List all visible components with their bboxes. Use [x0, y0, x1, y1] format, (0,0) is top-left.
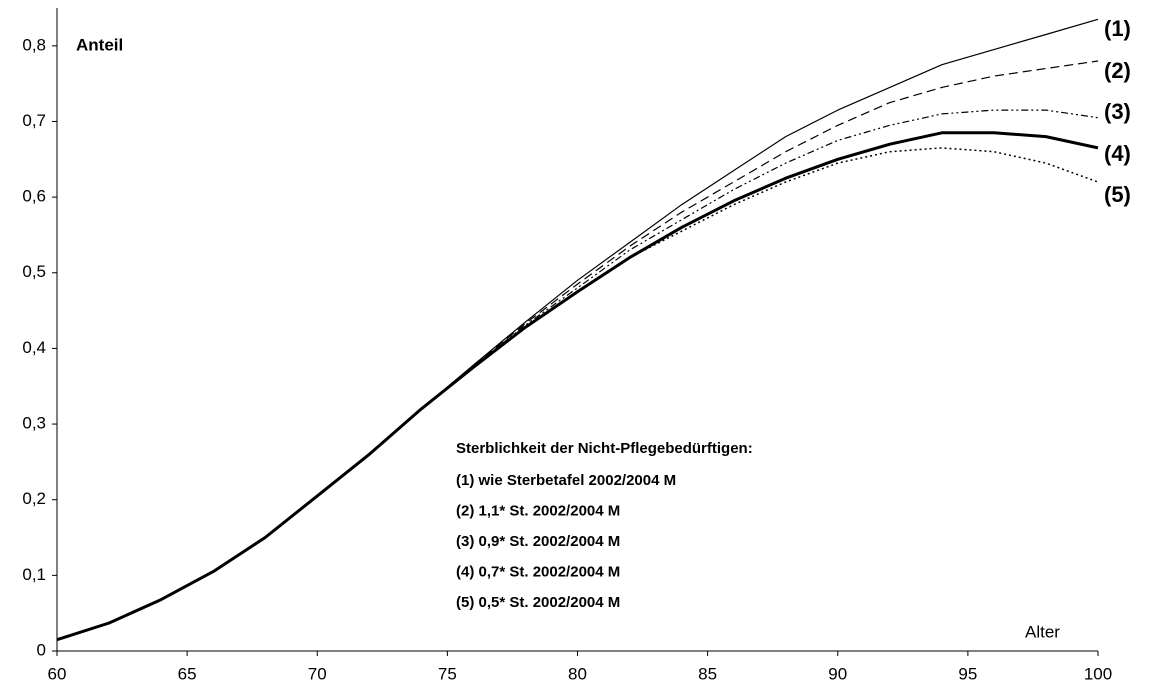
legend-title: Sterblichkeit der Nicht-Pflegebedürftige…	[456, 440, 753, 457]
series-label: (3)	[1104, 99, 1131, 124]
series-line	[56, 147, 1099, 641]
legend-entry: (4) 0,7* St. 2002/2004 M	[456, 563, 620, 580]
y-tick-label: 0,2	[22, 489, 46, 508]
legend-entry: (1) wie Sterbetafel 2002/2004 M	[456, 472, 676, 489]
x-tick-label: 85	[698, 664, 717, 683]
y-tick-label: 0,6	[22, 187, 46, 206]
x-tick-label: 75	[438, 664, 457, 683]
legend-entry: (3) 0,9* St. 2002/2004 M	[456, 533, 620, 550]
legend-entry: (5) 0,5* St. 2002/2004 M	[456, 594, 620, 611]
x-axis-label: Alter	[1025, 622, 1060, 641]
y-tick-label: 0,1	[22, 565, 46, 584]
y-tick-label: 0	[37, 640, 46, 659]
x-tick-label: 70	[308, 664, 327, 683]
x-tick-label: 100	[1084, 664, 1112, 683]
y-tick-label: 0,3	[22, 414, 46, 433]
series-label: (1)	[1104, 16, 1131, 41]
y-tick-label: 0,8	[22, 35, 46, 54]
series-line	[56, 60, 1099, 641]
series-label: (5)	[1104, 182, 1131, 207]
x-tick-label: 80	[568, 664, 587, 683]
x-tick-label: 60	[48, 664, 67, 683]
y-axis-label: Anteil	[76, 35, 123, 54]
series-label: (4)	[1104, 141, 1131, 166]
series-label: (2)	[1104, 58, 1131, 83]
x-tick-label: 95	[958, 664, 977, 683]
y-tick-label: 0,5	[22, 262, 46, 281]
x-tick-label: 90	[828, 664, 847, 683]
y-tick-label: 0,7	[22, 111, 46, 130]
y-tick-label: 0,4	[22, 338, 46, 357]
series-line	[56, 109, 1099, 641]
x-tick-label: 65	[178, 664, 197, 683]
legend-entry: (2) 1,1* St. 2002/2004 M	[456, 502, 620, 519]
